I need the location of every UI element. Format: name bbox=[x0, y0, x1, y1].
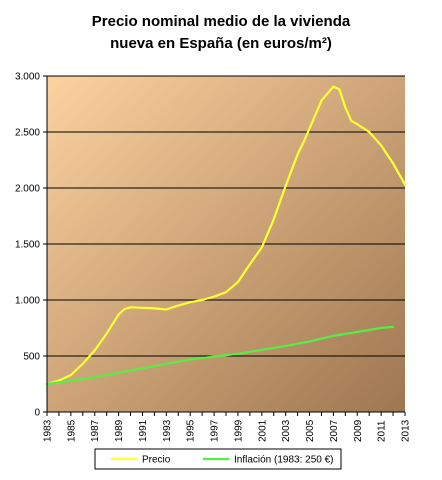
chart-title-line-2: nueva en España (en euros/m²) bbox=[110, 35, 332, 52]
y-tick-label-1: 500 bbox=[23, 352, 40, 363]
legend-label-1: Inflación (1983: 250 €) bbox=[234, 455, 334, 466]
series-line-1 bbox=[45, 325, 395, 386]
x-tick-label-15: 2013 bbox=[401, 419, 412, 442]
chart-title-line-1: Precio nominal medio de la vivienda bbox=[91, 13, 351, 30]
x-tick-label-5: 1993 bbox=[162, 419, 173, 442]
legend-label-0: Precio bbox=[142, 455, 171, 466]
x-tick-label-11: 2005 bbox=[305, 419, 316, 442]
series-line-0 bbox=[45, 85, 407, 386]
x-tick-label-7: 1997 bbox=[210, 419, 221, 442]
x-tick-label-6: 1995 bbox=[186, 419, 197, 442]
x-tick-label-0: 1983 bbox=[43, 419, 54, 442]
x-tick-label-14: 2011 bbox=[377, 420, 388, 442]
y-tick-label-3: 1.500 bbox=[15, 240, 40, 251]
x-tick-label-8: 1999 bbox=[233, 419, 244, 442]
x-tick-label-3: 1989 bbox=[114, 419, 125, 442]
x-tick-label-9: 2001 bbox=[257, 419, 268, 442]
x-tick-label-10: 2003 bbox=[281, 419, 292, 442]
x-tick-label-13: 2009 bbox=[353, 419, 364, 442]
y-tick-label-6: 3.000 bbox=[15, 72, 40, 83]
y-tick-label-4: 2.000 bbox=[15, 184, 40, 195]
x-tick-label-2: 1987 bbox=[90, 419, 101, 442]
y-tick-label-0: 0 bbox=[34, 408, 40, 419]
y-tick-label-2: 1.000 bbox=[15, 296, 40, 307]
x-tick-label-12: 2007 bbox=[329, 419, 340, 442]
x-tick-label-4: 1991 bbox=[138, 419, 149, 442]
y-tick-label-5: 2.500 bbox=[15, 128, 40, 139]
x-tick-label-1: 1985 bbox=[66, 419, 77, 442]
